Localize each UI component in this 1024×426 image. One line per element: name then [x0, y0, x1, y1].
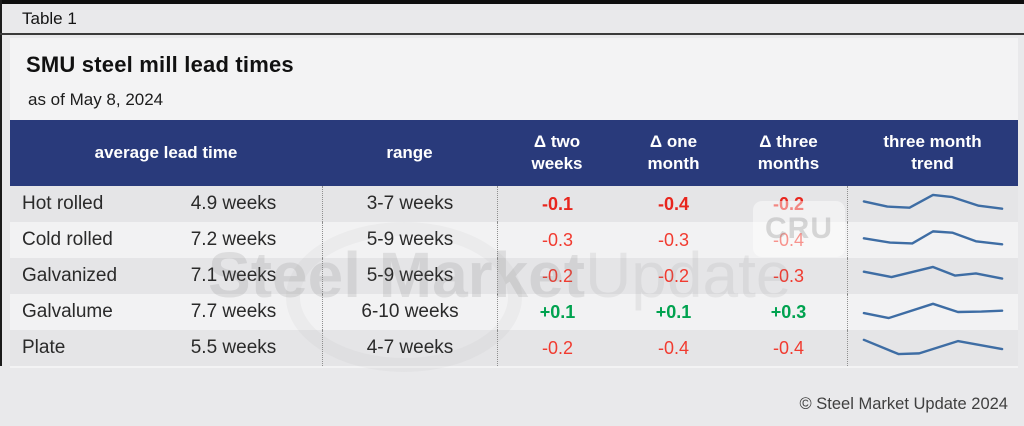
page-title: SMU steel mill lead times [26, 52, 294, 77]
trend-sparkline [864, 340, 1002, 354]
header-three-month-trend: three month trend [883, 132, 982, 173]
product-cell: Plate [22, 337, 66, 358]
average-cell: 7.1 weeks [190, 265, 277, 286]
delta-d1m: -0.3 [657, 229, 690, 250]
delta-d2w: +0.1 [497, 294, 617, 330]
product-cell: Cold rolled [22, 229, 113, 250]
trend-sparkline [864, 267, 1002, 279]
lead-times-table: average lead time range Δ two weeks Δ on… [10, 120, 1018, 366]
product-cell: Galvanized [22, 265, 118, 286]
delta-d2w: -0.2 [497, 330, 617, 366]
trend-sparkline-cell [847, 222, 1018, 258]
table-row: Galvanized 7.1 weeks 5-9 weeks -0.2 -0.2… [10, 258, 1018, 294]
header-delta-two-weeks: Δ two weeks [531, 132, 583, 173]
average-cell: 4.9 weeks [190, 193, 277, 214]
table-row: Cold rolled 7.2 weeks 5-9 weeks -0.3 -0.… [10, 222, 1018, 258]
product-cell: Galvalume [22, 301, 113, 322]
table-row: Hot rolled 4.9 weeks 3-7 weeks -0.1 -0.4… [10, 186, 1018, 222]
delta-d1m: -0.4 [657, 193, 690, 214]
range-cell: 6-10 weeks [322, 294, 497, 330]
delta-d3m: -0.4 [772, 337, 805, 358]
average-cell: 7.2 weeks [190, 229, 277, 250]
table-body: Hot rolled 4.9 weeks 3-7 weeks -0.1 -0.4… [10, 186, 1018, 366]
top-border [0, 0, 1024, 4]
page-subtitle: as of May 8, 2024 [28, 90, 164, 109]
trend-sparkline [864, 231, 1002, 244]
delta-d3m: -0.3 [772, 265, 805, 286]
range-cell: 3-7 weeks [322, 186, 497, 222]
copyright-credit: © Steel Market Update 2024 [799, 395, 1008, 413]
range-cell: 4-7 weeks [322, 330, 497, 366]
table-number-label: Table 1 [22, 9, 77, 28]
trend-sparkline-cell [847, 294, 1018, 330]
trend-sparkline-cell [847, 186, 1018, 222]
trend-sparkline-cell [847, 258, 1018, 294]
header-range: range [386, 143, 433, 162]
delta-d1m: -0.2 [657, 265, 690, 286]
label-underline [0, 33, 1024, 35]
left-border [0, 0, 2, 366]
table-row: Plate 5.5 weeks 4-7 weeks -0.2 -0.4 -0.4 [10, 330, 1018, 366]
trend-sparkline-cell [847, 330, 1018, 366]
trend-sparkline [864, 195, 1002, 209]
delta-d1m: -0.4 [657, 337, 690, 358]
delta-d2w: -0.1 [497, 186, 617, 222]
delta-d3m: -0.4 [772, 229, 805, 250]
average-cell: 7.7 weeks [190, 301, 277, 322]
average-cell: 5.5 weeks [190, 337, 277, 358]
trend-sparkline [864, 304, 1002, 318]
header-average-lead-time: average lead time [94, 143, 238, 162]
delta-d2w: -0.3 [497, 222, 617, 258]
range-cell: 5-9 weeks [322, 258, 497, 294]
header-delta-three-months: Δ three months [757, 132, 820, 173]
range-cell: 5-9 weeks [322, 222, 497, 258]
table-header-row: average lead time range Δ two weeks Δ on… [10, 120, 1018, 186]
product-cell: Hot rolled [22, 193, 104, 214]
delta-d1m: +0.1 [655, 301, 692, 322]
delta-d3m: -0.2 [772, 193, 805, 214]
header-delta-one-month: Δ one month [647, 132, 700, 173]
table-row: Galvalume 7.7 weeks 6-10 weeks +0.1 +0.1… [10, 294, 1018, 330]
delta-d3m: +0.3 [770, 301, 807, 322]
delta-d2w: -0.2 [497, 258, 617, 294]
